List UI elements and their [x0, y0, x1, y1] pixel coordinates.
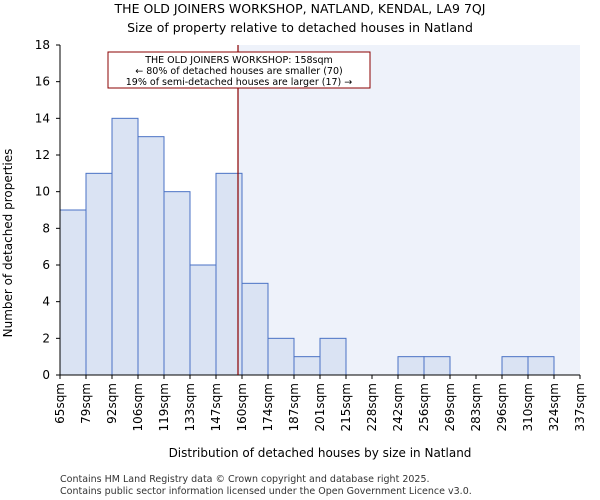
histogram-bar: [241, 282, 269, 376]
x-tick-label: 79sqm: [79, 383, 93, 424]
x-tick-label: 324sqm: [547, 383, 561, 431]
y-tick-label: 8: [42, 221, 50, 235]
y-tick-label: 12: [35, 148, 50, 162]
x-tick-label: 269sqm: [443, 383, 457, 431]
y-tick-label: 2: [42, 331, 50, 345]
x-tick-label: 187sqm: [287, 383, 301, 431]
x-tick-label: 147sqm: [209, 383, 223, 431]
y-tick-label: 18: [35, 38, 50, 52]
histogram-bar: [267, 337, 295, 376]
histogram-bar: [85, 172, 113, 376]
histogram-bar: [137, 136, 165, 376]
histogram-bar: [59, 209, 87, 376]
x-tick-label: 296sqm: [495, 383, 509, 431]
chart-title: THE OLD JOINERS WORKSHOP, NATLAND, KENDA…: [114, 1, 486, 16]
histogram-bar: [189, 264, 217, 376]
x-tick-label: 310sqm: [521, 383, 535, 431]
y-tick-label: 14: [35, 111, 50, 125]
histogram-bar: [163, 191, 191, 376]
histogram-bar: [423, 356, 451, 376]
plot-area: 0 2 4 6 8 10 12 14 16 18 65sqm 79sqm 92sqm 106sqm 119s…: [35, 38, 587, 431]
x-tick-label: 92sqm: [105, 383, 119, 424]
footer-licence: Contains public sector information licen…: [60, 486, 472, 497]
histogram-bar: [527, 356, 555, 376]
x-axis-title: Distribution of detached houses by size …: [169, 446, 472, 460]
histogram-bar: [293, 356, 321, 376]
x-tick-label: 133sqm: [183, 383, 197, 431]
histogram-bar: [397, 356, 425, 376]
histogram-bar: [111, 117, 139, 376]
x-tick-label: 337sqm: [573, 383, 587, 431]
annotation-line: 19% of semi-detached houses are larger (…: [126, 77, 353, 88]
x-tick-label: 215sqm: [339, 383, 353, 431]
y-tick-label: 6: [42, 258, 50, 272]
x-tick-label: 228sqm: [365, 383, 379, 431]
larger-region-shade: [238, 45, 580, 375]
x-tick-label: 160sqm: [235, 383, 249, 431]
x-tick-label: 65sqm: [53, 383, 67, 424]
histogram-bar: [319, 337, 347, 376]
x-tick-label: 242sqm: [391, 383, 405, 431]
x-tick-label: 201sqm: [313, 383, 327, 431]
annotation-line: THE OLD JOINERS WORKSHOP: 158sqm: [144, 55, 333, 66]
histogram-bar: [501, 356, 529, 376]
x-tick-label: 256sqm: [417, 383, 431, 431]
footer-copyright: Contains HM Land Registry data © Crown c…: [60, 474, 430, 485]
y-axis-title: Number of detached properties: [1, 149, 15, 338]
annotation-line: ← 80% of detached houses are smaller (70…: [135, 66, 342, 77]
y-tick-label: 10: [35, 185, 50, 199]
x-tick-label: 119sqm: [157, 383, 171, 431]
y-tick-label: 16: [35, 75, 50, 89]
x-tick-label: 174sqm: [261, 383, 275, 431]
x-tick-label: 106sqm: [131, 383, 145, 431]
annotation-box: [107, 51, 371, 89]
y-tick-label: 0: [42, 368, 50, 382]
chart-subtitle: Size of property relative to detached ho…: [127, 20, 473, 35]
y-tick-label: 4: [42, 295, 50, 309]
x-tick-label: 283sqm: [469, 383, 483, 431]
